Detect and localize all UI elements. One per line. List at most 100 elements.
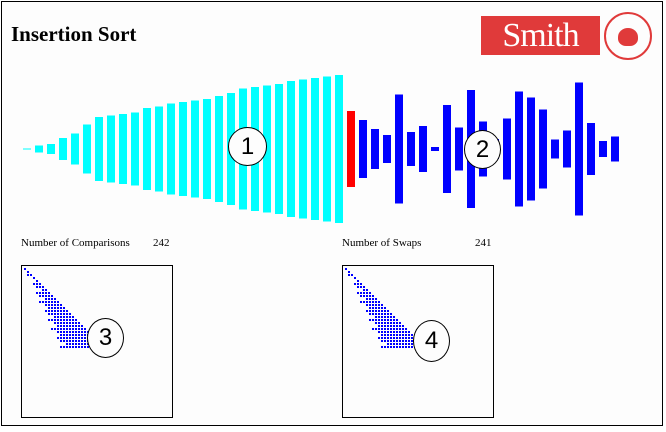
dot xyxy=(387,328,389,330)
dot xyxy=(408,331,410,333)
dot xyxy=(384,346,386,348)
dot xyxy=(363,286,365,288)
dot xyxy=(402,331,404,333)
dot xyxy=(369,301,371,303)
dot xyxy=(72,331,74,333)
dot xyxy=(384,325,386,327)
dot xyxy=(378,304,380,306)
dot xyxy=(369,319,371,321)
dot xyxy=(78,346,80,348)
dot xyxy=(81,346,83,348)
dot xyxy=(69,340,71,342)
dot xyxy=(366,289,368,291)
dot xyxy=(390,313,392,315)
sorted-bar xyxy=(179,102,187,196)
dot xyxy=(372,301,374,303)
sorted-bar xyxy=(143,108,151,190)
dot xyxy=(390,319,392,321)
dot xyxy=(375,298,377,300)
dot xyxy=(411,334,413,336)
dot xyxy=(75,337,77,339)
dot xyxy=(378,331,380,333)
dot xyxy=(81,325,83,327)
dot xyxy=(81,331,83,333)
dot xyxy=(402,334,404,336)
dot xyxy=(375,316,377,318)
sorted-bar xyxy=(95,117,103,181)
dot xyxy=(393,316,395,318)
dot xyxy=(372,307,374,309)
dot xyxy=(384,316,386,318)
dot xyxy=(36,283,38,285)
dot xyxy=(405,346,407,348)
dot xyxy=(411,343,413,345)
dot xyxy=(381,340,383,342)
unsorted-bar xyxy=(443,105,451,193)
dot xyxy=(369,307,371,309)
dot xyxy=(48,295,50,297)
dot xyxy=(396,325,398,327)
dot xyxy=(45,298,47,300)
dot xyxy=(387,313,389,315)
dot xyxy=(48,313,50,315)
dot xyxy=(57,310,59,312)
dot xyxy=(390,331,392,333)
dot xyxy=(78,322,80,324)
dot xyxy=(390,325,392,327)
dot xyxy=(381,325,383,327)
dot xyxy=(45,292,47,294)
dot xyxy=(366,295,368,297)
dot xyxy=(405,328,407,330)
dot xyxy=(378,310,380,312)
dot xyxy=(45,310,47,312)
dot xyxy=(408,346,410,348)
dot xyxy=(72,325,74,327)
swaps-label: Number of Swaps xyxy=(342,237,422,249)
dot xyxy=(366,298,368,300)
dot xyxy=(72,328,74,330)
dot xyxy=(381,304,383,306)
dot xyxy=(66,310,68,312)
dot xyxy=(384,310,386,312)
dot xyxy=(27,274,29,276)
dot xyxy=(366,292,368,294)
dot xyxy=(69,337,71,339)
dot xyxy=(78,337,80,339)
dot xyxy=(75,328,77,330)
dot xyxy=(51,295,53,297)
dot xyxy=(378,301,380,303)
dot xyxy=(63,325,65,327)
unsorted-bar xyxy=(503,118,511,180)
unsorted-bar xyxy=(527,97,535,201)
unsorted-bar xyxy=(431,147,439,151)
dot xyxy=(390,337,392,339)
dot xyxy=(39,301,41,303)
dot xyxy=(84,331,86,333)
swaps-value: 241 xyxy=(475,237,492,249)
dot xyxy=(399,331,401,333)
dot xyxy=(348,271,350,273)
dot xyxy=(57,337,59,339)
dot xyxy=(390,322,392,324)
dot xyxy=(66,331,68,333)
sorted-bar xyxy=(203,99,211,199)
dot xyxy=(396,331,398,333)
dot xyxy=(57,313,59,315)
dot xyxy=(57,322,59,324)
dot xyxy=(39,292,41,294)
dot xyxy=(78,325,80,327)
dot xyxy=(402,328,404,330)
dot xyxy=(411,337,413,339)
dot xyxy=(60,313,62,315)
dot xyxy=(384,334,386,336)
dot xyxy=(60,340,62,342)
dot xyxy=(375,307,377,309)
sorted-bar xyxy=(323,76,331,222)
dot xyxy=(54,316,56,318)
sorted-bar xyxy=(35,145,43,153)
dot xyxy=(381,319,383,321)
dot xyxy=(399,337,401,339)
dot xyxy=(384,331,386,333)
dot xyxy=(72,319,74,321)
dot xyxy=(372,295,374,297)
